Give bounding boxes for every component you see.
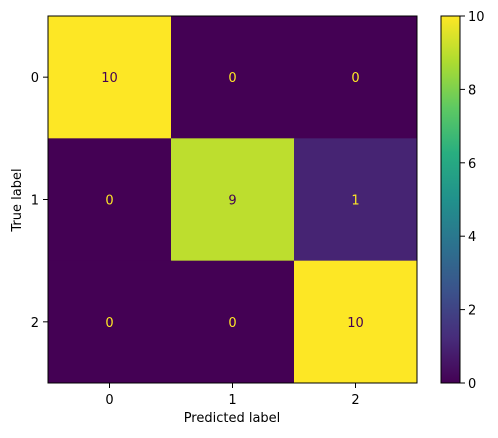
- x-tick-label: 2: [351, 393, 359, 408]
- cell-value-label: 1: [351, 194, 359, 209]
- colorbar-tick-label: 0: [468, 377, 476, 392]
- heatmap-cell: [48, 16, 172, 139]
- heatmap-cell: [171, 16, 295, 139]
- colorbar-ticks: 0 2 4 6 8 10: [460, 10, 485, 392]
- colorbar-tick-label: 10: [468, 10, 485, 25]
- cell-value-label: 0: [228, 71, 236, 86]
- x-axis-ticks: 0 1 2: [105, 383, 360, 408]
- cell-value-label: 10: [101, 71, 118, 86]
- x-axis-label: Predicted label: [184, 411, 281, 426]
- colorbar-tick-label: 2: [468, 304, 476, 319]
- heatmap-cell: [48, 260, 172, 384]
- y-tick-label: 0: [31, 71, 39, 86]
- x-tick-label: 1: [228, 393, 236, 408]
- heatmap-cell: [171, 260, 295, 384]
- heatmap-cell: [171, 138, 295, 262]
- cell-value-label: 10: [347, 316, 364, 331]
- cell-value-label: 0: [228, 316, 236, 331]
- colorbar-tick-label: 6: [468, 157, 476, 172]
- cell-value-label: 0: [105, 316, 113, 331]
- y-tick-label: 1: [31, 194, 39, 209]
- heatmap-cells: 10 0 00 9 10 0 10: [48, 16, 418, 384]
- heatmap-cell: [294, 260, 418, 384]
- heatmap-cell: [48, 138, 172, 262]
- x-tick-label: 0: [105, 393, 113, 408]
- heatmap-cell: [294, 138, 418, 262]
- cell-value-label: 0: [351, 71, 359, 86]
- y-axis-label: True label: [10, 168, 25, 232]
- colorbar-tick-label: 8: [468, 83, 476, 98]
- colorbar-tick-label: 4: [468, 230, 476, 245]
- y-axis-ticks: 0 1 2: [31, 71, 48, 331]
- heatmap-cell: [294, 16, 418, 139]
- cell-value-label: 9: [228, 194, 236, 209]
- colorbar: [440, 15, 461, 384]
- y-tick-label: 2: [31, 316, 39, 331]
- cell-value-label: 0: [105, 194, 113, 209]
